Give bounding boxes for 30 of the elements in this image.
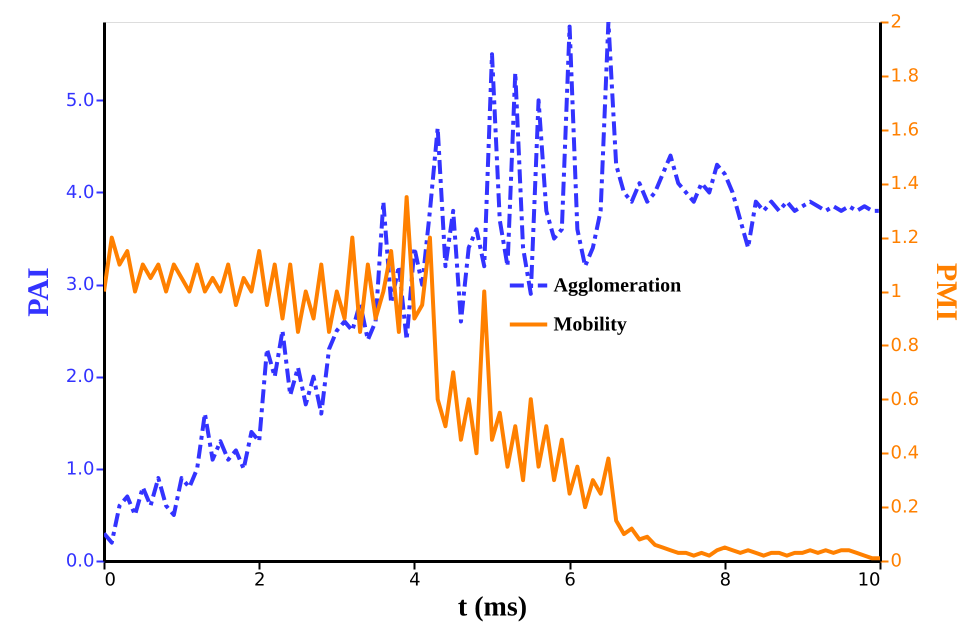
x-tick-label: 2 — [254, 570, 266, 590]
line-series — [104, 22, 880, 545]
y2-tick-label: 0 — [890, 550, 902, 572]
x-tick-label: 4 — [409, 570, 421, 590]
y-tick-label: 1.0 — [66, 458, 94, 480]
y2-tick-label: 2 — [890, 12, 902, 32]
y2-tick-label: 0.8 — [890, 334, 920, 356]
legend-label: Mobility — [554, 314, 627, 336]
y-tick-label: 5.0 — [66, 90, 94, 111]
x-axis-title: t (ms) — [458, 592, 528, 622]
y2-axis-title: PMI — [930, 262, 964, 322]
y-axis-title: PAI — [22, 267, 55, 317]
x-tick-label: 10 — [858, 570, 880, 590]
y2-tick-label: 1.2 — [890, 227, 920, 248]
y2-tick-label: 1 — [890, 281, 902, 302]
line-series — [104, 195, 880, 560]
y2-tick-label: 1.6 — [890, 119, 920, 140]
y2-tick-label: 0.4 — [890, 442, 920, 464]
y2-tick-label: 1.4 — [890, 173, 920, 194]
y2-tick-label: 0.2 — [890, 496, 920, 518]
y-tick-label: 3.0 — [66, 274, 94, 296]
legend-label: Agglomeration — [554, 274, 682, 297]
y2-tick-label: 1.8 — [890, 65, 920, 86]
x-tick-label: 6 — [564, 570, 576, 590]
x-tick-label: 0 — [104, 570, 116, 590]
y2-tick-label: 0.6 — [890, 388, 920, 410]
x-tick-label: 8 — [720, 570, 732, 590]
y-tick-label: 0.0 — [66, 550, 94, 572]
y-tick-label: 4.0 — [66, 182, 94, 203]
y-tick-label: 2.0 — [66, 366, 94, 388]
